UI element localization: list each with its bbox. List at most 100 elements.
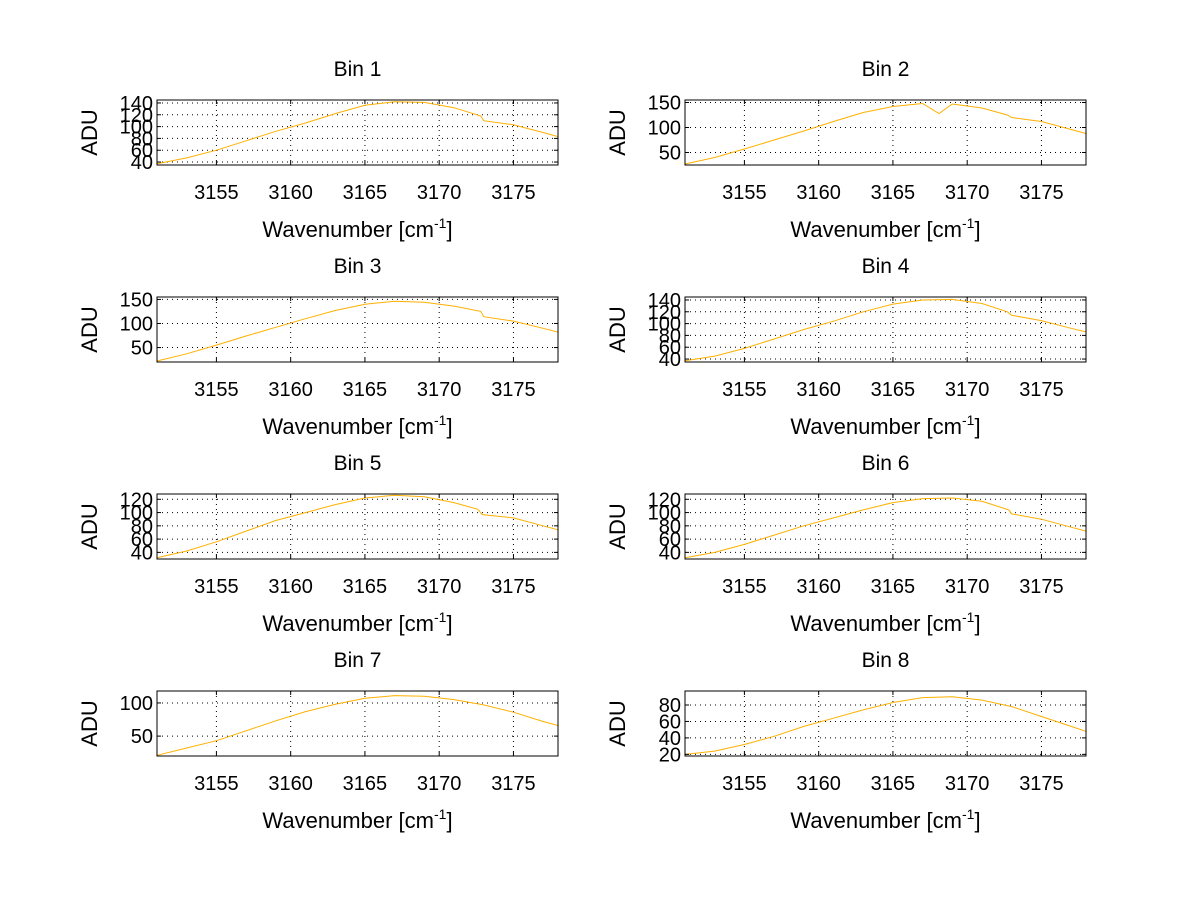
x-tick-label: 3170 (417, 182, 462, 204)
y-axis-label: ADU (605, 306, 630, 352)
y-axis-label: ADU (77, 503, 102, 549)
plot-area-frame (684, 493, 1087, 560)
x-tick-label: 3160 (796, 576, 841, 598)
x-axis-label-end: ] (446, 808, 452, 833)
x-axis-label: Wavenumber [cm-1] (790, 215, 980, 242)
x-tick-label: 3170 (417, 379, 462, 401)
x-axis-label-main: Wavenumber [cm (262, 808, 434, 833)
y-tick-label: 100 (120, 117, 153, 139)
y-tick-label: 80 (659, 325, 681, 347)
x-tick-label: 3170 (945, 379, 990, 401)
x-axis-label-superscript: -1 (962, 215, 975, 231)
subplot-bin-4: Bin 4 3155 3160 3165 3170 3175 406080100120140… (605, 255, 1087, 439)
x-tick-label: 3170 (417, 773, 462, 795)
plot-area-frame (684, 296, 1087, 363)
x-tick-label: 3170 (945, 576, 990, 598)
y-tick-label: 80 (659, 695, 681, 717)
x-tick-label: 3155 (722, 379, 767, 401)
y-tick-label: 80 (659, 516, 681, 538)
x-axis-label: Wavenumber [cm-1] (790, 412, 980, 439)
x-axis-label-main: Wavenumber [cm (790, 808, 962, 833)
subplot-title: Bin 3 (334, 255, 382, 278)
subplot-title: Bin 8 (862, 649, 910, 672)
plot-area-frame (156, 296, 559, 363)
x-axis-label: Wavenumber [cm-1] (790, 609, 980, 636)
plot-area-frame (684, 690, 1087, 757)
x-tick-label: 3170 (945, 182, 990, 204)
x-tick-label: 3165 (871, 773, 916, 795)
x-axis-label-superscript: -1 (434, 215, 447, 231)
y-tick-label: 120 (648, 489, 681, 511)
y-tick-label: 100 (648, 118, 681, 140)
y-tick-label: 50 (131, 726, 153, 748)
y-tick-label: 60 (131, 140, 153, 162)
x-tick-label: 3155 (194, 773, 239, 795)
subplot-bin-7: Bin 7 3155 3160 3165 3170 3175 50 100 Wavenumber… (77, 649, 559, 833)
x-axis-label-main: Wavenumber [cm (262, 217, 434, 242)
x-tick-label: 3165 (343, 773, 388, 795)
x-axis-label-end: ] (446, 611, 452, 636)
x-axis-label-superscript: -1 (962, 609, 975, 625)
y-tick-label: 120 (120, 489, 153, 511)
x-axis-label-main: Wavenumber [cm (262, 611, 434, 636)
x-axis-label-main: Wavenumber [cm (262, 414, 434, 439)
y-axis-label: ADU (605, 503, 630, 549)
subplot-bin-1: Bin 1 3155 3160 3165 3170 3175 406080100120140… (77, 58, 559, 242)
y-tick-label: 60 (659, 529, 681, 551)
x-tick-label: 3165 (343, 379, 388, 401)
y-tick-label: 40 (659, 542, 681, 564)
x-tick-label: 3175 (491, 379, 536, 401)
y-tick-label: 40 (659, 349, 681, 371)
y-tick-label: 100 (120, 503, 153, 525)
y-tick-label: 40 (131, 542, 153, 564)
x-tick-label: 3175 (491, 182, 536, 204)
y-axis-label: ADU (77, 700, 102, 746)
series-line-spectrum (684, 497, 1087, 559)
y-tick-label: 150 (120, 289, 153, 311)
x-axis-label-superscript: -1 (962, 806, 975, 822)
x-tick-label: 3165 (871, 182, 916, 204)
y-tick-label: 60 (659, 337, 681, 359)
y-axis-label: ADU (77, 109, 102, 155)
x-axis-label: Wavenumber [cm-1] (790, 806, 980, 833)
x-axis-label-end: ] (446, 414, 452, 439)
x-tick-label: 3160 (268, 576, 313, 598)
subplot-bin-2: Bin 2 3155 3160 3165 3170 3175 50 100 150 Wavenum… (605, 58, 1087, 242)
x-tick-label: 3175 (491, 576, 536, 598)
x-tick-label: 3160 (796, 182, 841, 204)
y-tick-label: 150 (648, 93, 681, 115)
y-tick-label: 140 (120, 93, 153, 115)
y-axis-label: ADU (77, 306, 102, 352)
x-axis-label-superscript: -1 (434, 412, 447, 428)
x-tick-label: 3165 (871, 379, 916, 401)
x-tick-label: 3175 (1019, 379, 1064, 401)
x-tick-label: 3155 (722, 576, 767, 598)
y-tick-label: 40 (131, 152, 153, 174)
subplot-title: Bin 7 (334, 649, 382, 672)
plot-area-frame (156, 690, 559, 757)
x-tick-label: 3160 (268, 379, 313, 401)
x-axis-label: Wavenumber [cm-1] (262, 609, 452, 636)
subplot-title: Bin 5 (334, 452, 382, 475)
series-line-spectrum (156, 695, 559, 756)
y-tick-label: 100 (120, 313, 153, 335)
y-tick-label: 80 (131, 516, 153, 538)
x-tick-label: 3175 (1019, 182, 1064, 204)
y-tick-label: 40 (659, 728, 681, 750)
x-axis-label-end: ] (974, 611, 980, 636)
subplot-title: Bin 1 (334, 58, 382, 81)
plot-area-frame (684, 99, 1087, 166)
series-line-spectrum (684, 102, 1087, 165)
y-tick-label: 50 (659, 143, 681, 165)
x-axis-label-superscript: -1 (434, 609, 447, 625)
x-axis-label-end: ] (974, 217, 980, 242)
x-axis-label-superscript: -1 (434, 806, 447, 822)
subplot-title: Bin 2 (862, 58, 910, 81)
x-tick-label: 3175 (1019, 576, 1064, 598)
x-tick-label: 3170 (945, 773, 990, 795)
y-tick-label: 100 (648, 503, 681, 525)
x-tick-label: 3175 (491, 773, 536, 795)
